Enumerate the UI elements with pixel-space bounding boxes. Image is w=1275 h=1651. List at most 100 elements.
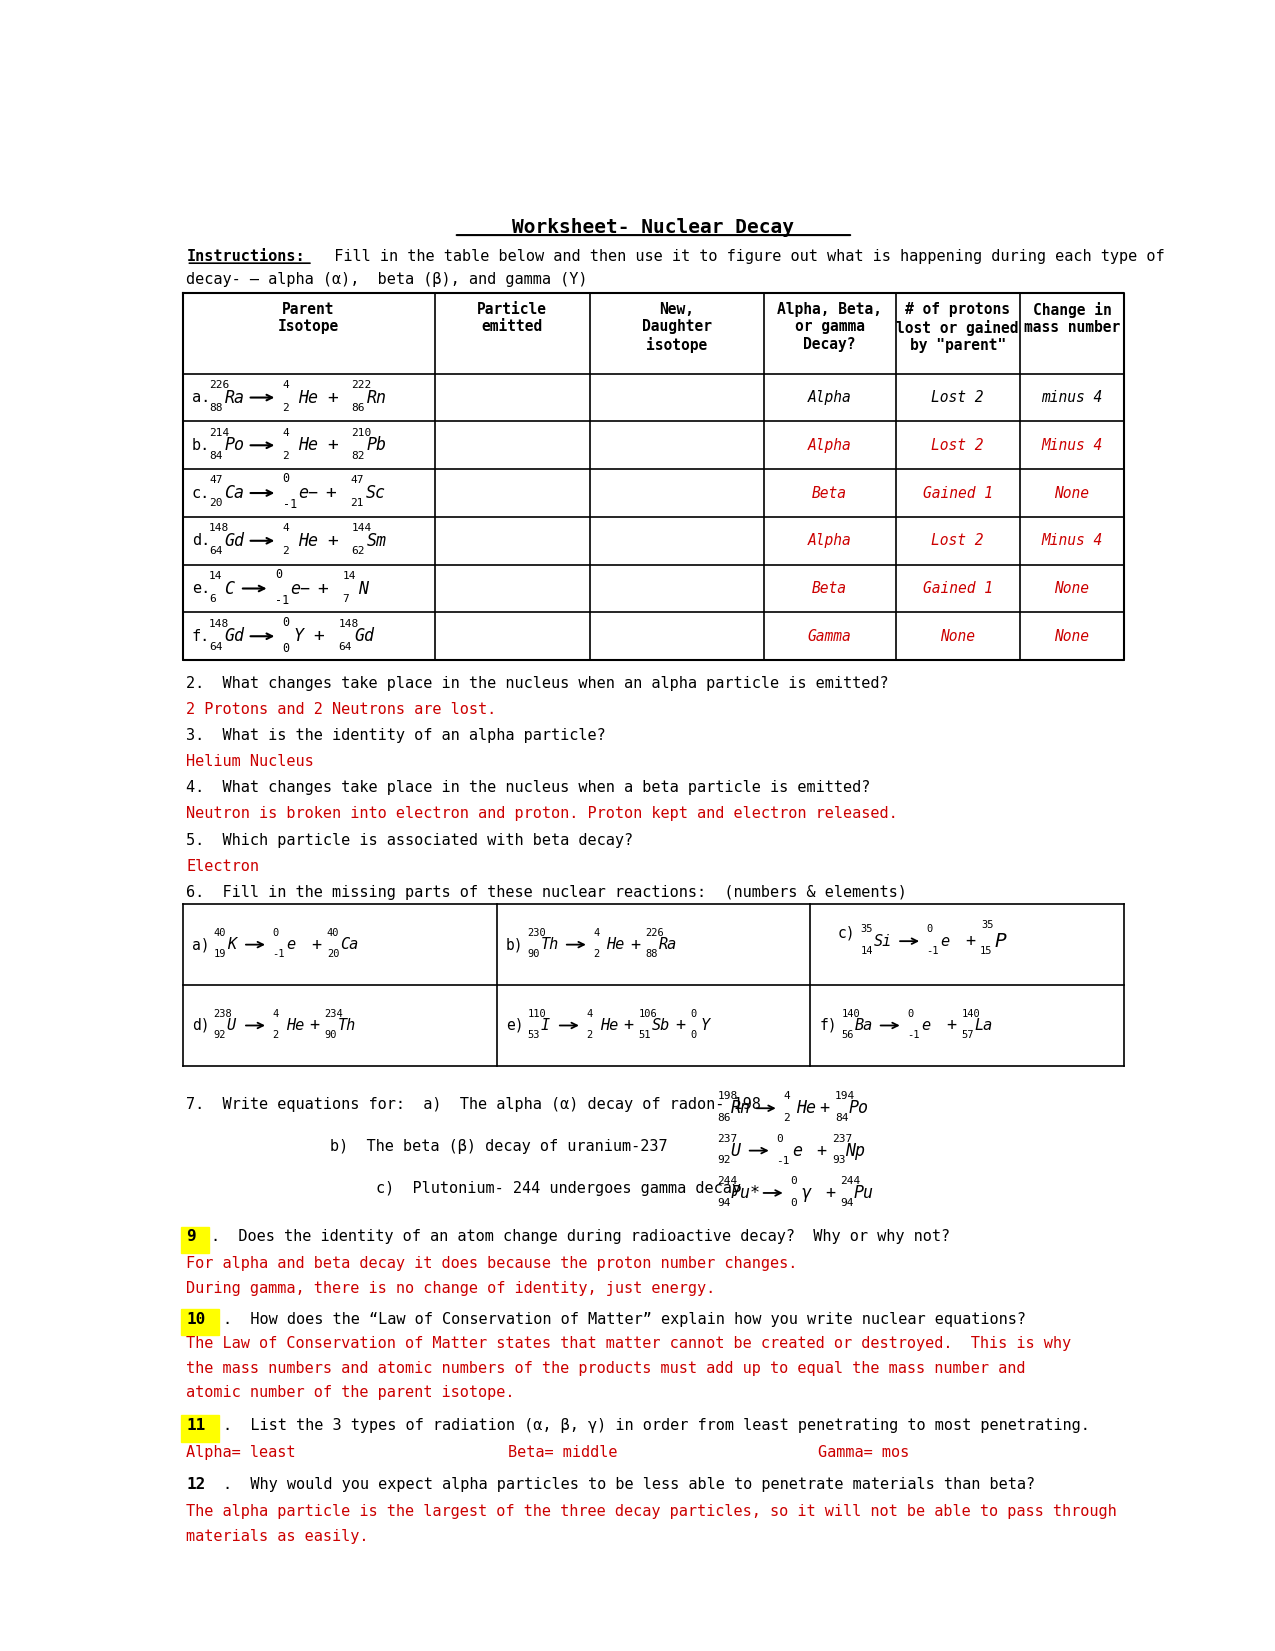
Text: 2: 2 <box>273 1030 279 1040</box>
Text: Pu*: Pu* <box>731 1184 761 1202</box>
Text: 64: 64 <box>338 642 352 652</box>
Text: La: La <box>974 1019 993 1034</box>
Text: c): c) <box>838 926 856 941</box>
Text: 62: 62 <box>352 546 365 556</box>
Text: 56: 56 <box>842 1030 854 1040</box>
Text: 148: 148 <box>338 619 358 629</box>
Text: Alpha: Alpha <box>808 390 852 404</box>
Text: d.: d. <box>193 533 210 548</box>
Text: Minus 4: Minus 4 <box>1042 533 1103 548</box>
Text: 2 Protons and 2 Neutrons are lost.: 2 Protons and 2 Neutrons are lost. <box>186 702 497 717</box>
Text: 90: 90 <box>528 949 541 959</box>
Text: 53: 53 <box>528 1030 541 1040</box>
Text: K: K <box>227 938 236 953</box>
Text: 4: 4 <box>783 1091 790 1101</box>
Text: The alpha particle is the largest of the three decay particles, so it will not b: The alpha particle is the largest of the… <box>186 1504 1117 1519</box>
Text: Fill in the table below and then use it to figure out what is happening during e: Fill in the table below and then use it … <box>316 249 1164 264</box>
Text: C: C <box>224 580 235 598</box>
Text: -1: -1 <box>275 594 289 608</box>
Text: Alpha, Beta,
or gamma
Decay?: Alpha, Beta, or gamma Decay? <box>778 302 882 352</box>
Text: 244: 244 <box>840 1176 861 1185</box>
Text: +: + <box>825 1184 835 1202</box>
Text: 11: 11 <box>186 1418 205 1433</box>
Text: 47: 47 <box>209 475 222 485</box>
Text: Ca: Ca <box>340 938 358 953</box>
Text: +: + <box>309 1017 319 1035</box>
Text: He: He <box>607 938 625 953</box>
Text: +: + <box>326 436 338 454</box>
Text: 0: 0 <box>273 928 279 938</box>
Text: 86: 86 <box>352 403 365 413</box>
Text: 35: 35 <box>861 925 873 934</box>
Text: atomic number of the parent isotope.: atomic number of the parent isotope. <box>186 1385 515 1400</box>
Text: 106: 106 <box>639 1009 657 1019</box>
Text: Np: Np <box>845 1141 866 1159</box>
FancyBboxPatch shape <box>181 1309 219 1336</box>
Text: +: + <box>326 388 338 406</box>
Text: f.: f. <box>193 629 210 644</box>
Text: Electron: Electron <box>186 859 260 873</box>
Text: c.: c. <box>193 485 210 500</box>
Text: 0: 0 <box>790 1176 797 1185</box>
Text: 4: 4 <box>586 1009 593 1019</box>
Text: 51: 51 <box>639 1030 650 1040</box>
Text: e−: e− <box>291 580 310 598</box>
Text: U: U <box>227 1019 236 1034</box>
Text: 4: 4 <box>593 928 599 938</box>
Text: 238: 238 <box>214 1009 232 1019</box>
Text: 237: 237 <box>833 1134 852 1144</box>
Text: 7: 7 <box>342 594 349 604</box>
Text: e): e) <box>506 1019 523 1034</box>
Text: 4: 4 <box>283 428 289 438</box>
Text: 88: 88 <box>645 949 658 959</box>
Text: Pu: Pu <box>854 1184 873 1202</box>
Text: e.: e. <box>193 581 210 596</box>
Text: Lost 2: Lost 2 <box>931 390 984 404</box>
Text: e−: e− <box>298 484 317 502</box>
Text: 92: 92 <box>214 1030 226 1040</box>
Text: 0: 0 <box>283 472 289 485</box>
Text: Ra: Ra <box>658 938 677 953</box>
Text: +: + <box>311 936 321 954</box>
Text: 110: 110 <box>528 1009 546 1019</box>
Text: 7.  Write equations for:  a)  The alpha (α) decay of radon- 198: 7. Write equations for: a) The alpha (α)… <box>186 1096 761 1111</box>
Text: 234: 234 <box>324 1009 343 1019</box>
Text: For alpha and beta decay it does because the proton number changes.: For alpha and beta decay it does because… <box>186 1256 798 1271</box>
Text: 12: 12 <box>186 1478 205 1493</box>
Text: 4: 4 <box>283 523 289 533</box>
Text: +: + <box>965 933 975 951</box>
Text: He: He <box>298 388 317 406</box>
Text: 2: 2 <box>283 403 289 413</box>
Text: None: None <box>940 629 975 644</box>
Text: 94: 94 <box>718 1197 731 1207</box>
Text: 0: 0 <box>908 1009 913 1019</box>
Text: None: None <box>1054 485 1089 500</box>
Text: Instructions:: Instructions: <box>186 249 305 264</box>
Text: Helium Nucleus: Helium Nucleus <box>186 755 314 769</box>
Text: +: + <box>622 1017 632 1035</box>
Text: 140: 140 <box>842 1009 861 1019</box>
Text: Sb: Sb <box>652 1019 669 1034</box>
Text: 82: 82 <box>352 451 365 461</box>
FancyBboxPatch shape <box>181 1474 219 1501</box>
Text: Sc: Sc <box>366 484 385 502</box>
Text: Lost 2: Lost 2 <box>931 533 984 548</box>
Text: Gamma= mos: Gamma= mos <box>819 1445 909 1459</box>
Text: -1: -1 <box>908 1030 919 1040</box>
Text: Gained 1: Gained 1 <box>923 581 993 596</box>
Text: Gd: Gd <box>224 532 245 550</box>
Text: Gained 1: Gained 1 <box>923 485 993 500</box>
FancyBboxPatch shape <box>181 1415 219 1441</box>
Text: He: He <box>599 1019 618 1034</box>
Text: Y: Y <box>293 627 303 646</box>
Text: 40: 40 <box>326 928 339 938</box>
Text: Rn: Rn <box>731 1100 751 1118</box>
Text: 4: 4 <box>273 1009 279 1019</box>
Text: +: + <box>326 532 338 550</box>
Text: .  Why would you expect alpha particles to be less able to penetrate materials t: . Why would you expect alpha particles t… <box>223 1478 1035 1493</box>
Text: Si: Si <box>873 934 892 949</box>
Text: 4: 4 <box>283 380 289 390</box>
Text: Gd: Gd <box>224 627 245 646</box>
Text: 3.  What is the identity of an alpha particle?: 3. What is the identity of an alpha part… <box>186 728 606 743</box>
Text: 140: 140 <box>961 1009 980 1019</box>
